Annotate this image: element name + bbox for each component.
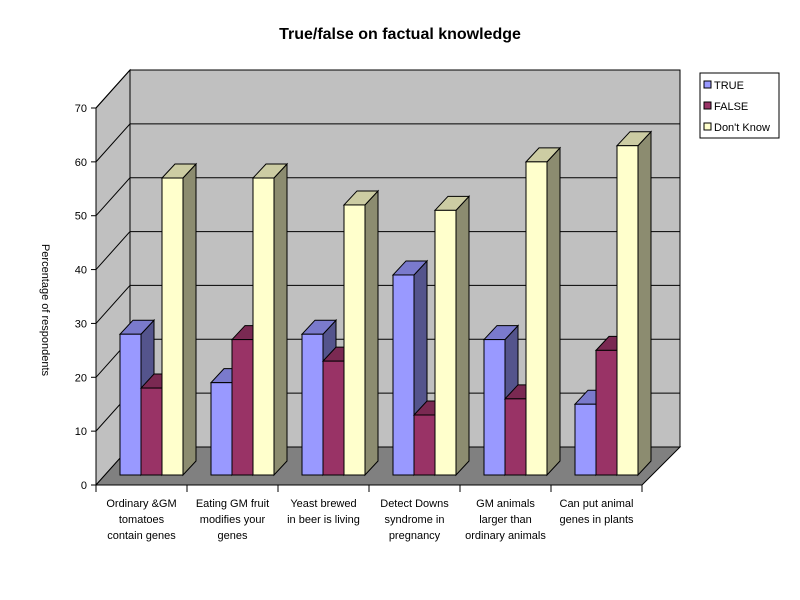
gridline-side <box>95 177 131 217</box>
category-label: GM animals <box>476 498 535 510</box>
y-tick-label: 50 <box>75 211 87 223</box>
legend-swatch <box>703 80 712 89</box>
y-axis-label: Percentage of respondents <box>39 244 51 377</box>
bar <box>433 195 471 477</box>
y-axis <box>91 107 97 486</box>
legend-swatch <box>703 101 712 110</box>
bar <box>615 130 653 477</box>
legend-item: FALSE <box>703 101 748 113</box>
y-tick-label: 0 <box>81 480 87 492</box>
category-label: Can put animal <box>560 498 634 510</box>
y-tick-label: 20 <box>75 372 87 384</box>
category-label: genes in plants <box>560 514 634 526</box>
y-tick-label: 10 <box>75 426 87 438</box>
legend-swatch <box>703 122 712 131</box>
category-label: tomatoes <box>119 514 165 526</box>
category-label: in beer is living <box>287 514 360 526</box>
category-label: ordinary animals <box>465 530 546 542</box>
category-label: modifies your <box>200 514 266 526</box>
y-tick-labels: 0 10 20 30 40 50 60 70 <box>75 103 87 492</box>
category-label: syndrome in <box>385 514 445 526</box>
legend-label: FALSE <box>714 101 748 113</box>
category-label: Yeast brewed <box>290 498 356 510</box>
chart-title: True/false on factual knowledge <box>279 26 521 43</box>
legend-item: TRUE <box>703 80 744 92</box>
category-label: Ordinary &GM <box>106 498 176 510</box>
category-labels: Ordinary &GM tomatoes contain genes Eating … <box>95 485 643 542</box>
category-label: contain genes <box>107 530 176 542</box>
category-label: genes <box>218 530 248 542</box>
category-label: Detect Downs <box>380 498 449 510</box>
gridline-side <box>95 123 131 163</box>
bar <box>524 146 562 477</box>
legend-item: Don't Know <box>703 122 770 134</box>
legend-label: TRUE <box>714 80 744 92</box>
y-tick-label: 70 <box>75 103 87 115</box>
category-label: Eating GM fruit <box>196 498 269 510</box>
bar <box>342 189 380 477</box>
gridline-side <box>95 231 131 270</box>
y-tick-label: 30 <box>75 318 87 330</box>
bar <box>251 162 289 477</box>
y-tick-label: 60 <box>75 157 87 169</box>
y-tick-label: 40 <box>75 265 87 277</box>
category-label: pregnancy <box>389 530 441 542</box>
bar <box>160 162 198 477</box>
category-label: larger than <box>479 514 532 526</box>
gridline-side <box>95 69 131 109</box>
gridline-side <box>95 285 131 324</box>
legend: TRUE FALSE Don't Know <box>699 72 780 139</box>
legend-box <box>699 72 780 139</box>
legend-label: Don't Know <box>714 122 770 134</box>
bars <box>118 130 653 477</box>
